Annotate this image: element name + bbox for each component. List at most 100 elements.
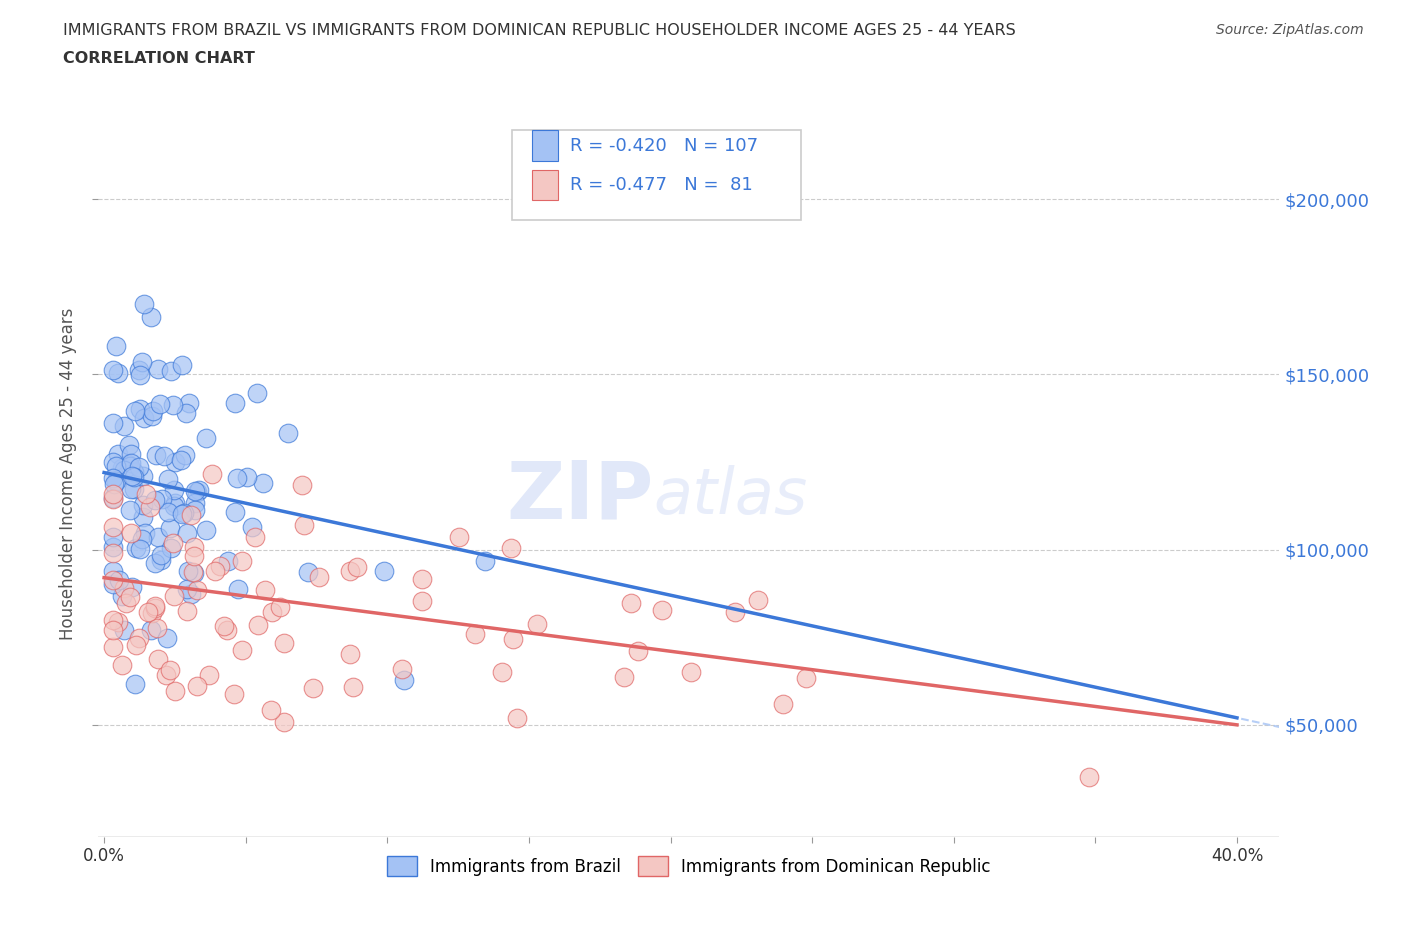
Point [201,466,224,481]
Point [111,589,134,604]
Point [103,455,125,470]
Point [156,505,179,520]
Point [501,540,523,555]
Point [101,486,124,501]
Point [104,458,127,473]
Point [183,565,205,580]
Point [170,453,193,468]
Point [107,446,129,461]
Point [308,570,330,585]
Point [184,495,207,510]
Point [627,644,650,658]
Point [112,462,135,477]
Point [153,449,176,464]
Point [180,508,202,523]
Text: atlas: atlas [654,465,808,527]
Point [176,581,198,596]
Point [411,593,433,608]
Point [159,521,181,536]
Point [240,519,263,534]
Point [254,582,277,597]
Point [112,622,135,637]
Point [155,668,177,683]
Point [156,472,179,487]
Point [174,447,197,462]
Point [122,482,145,497]
Point [215,623,238,638]
Point [226,581,249,596]
Point [149,552,172,567]
Point [139,310,162,325]
Point [297,565,319,579]
Point [101,639,124,654]
Point [125,540,148,555]
Point [101,529,124,544]
Point [342,679,364,694]
Point [245,529,267,544]
FancyBboxPatch shape [512,130,801,220]
Point [224,395,246,410]
Point [247,618,270,632]
Point [125,638,148,653]
Point [128,363,150,378]
Point [155,631,177,645]
Point [101,572,124,587]
Point [291,478,314,493]
Point [132,410,155,425]
Legend: Immigrants from Brazil, Immigrants from Dominican Republic: Immigrants from Brazil, Immigrants from … [381,849,997,884]
Point [101,623,124,638]
Point [101,492,124,507]
Point [186,583,208,598]
Point [177,564,200,578]
Point [101,577,124,591]
Point [124,404,146,418]
Point [135,487,157,502]
Point [747,592,769,607]
Point [105,339,128,353]
Point [120,590,142,604]
Point [163,589,186,604]
Point [134,297,156,312]
Point [262,604,284,619]
Point [120,456,142,471]
Point [122,464,145,479]
Point [231,554,253,569]
Point [129,401,152,416]
Point [111,461,134,476]
Point [176,525,198,540]
Point [143,601,166,616]
Point [159,662,181,677]
Point [146,529,169,544]
Point [101,362,124,377]
Point [464,627,486,642]
Point [103,613,125,628]
Point [145,620,167,635]
Point [339,564,361,578]
Point [160,364,183,379]
Point [121,580,143,595]
Y-axis label: Householder Income Ages 25 - 44 years: Householder Income Ages 25 - 44 years [59,308,77,641]
Point [162,498,184,513]
Point [184,503,207,518]
Point [252,475,274,490]
Point [117,457,139,472]
Point [129,368,152,383]
Point [149,397,172,412]
Point [145,447,167,462]
Point [681,664,703,679]
Point [346,560,368,575]
Point [141,605,163,620]
Point [651,603,673,618]
Point [101,520,124,535]
Point [101,491,124,506]
Point [392,672,415,687]
Point [107,614,129,629]
Point [183,539,205,554]
Point [132,469,155,484]
Point [222,686,245,701]
Point [143,492,166,507]
Point [186,678,208,693]
Point [177,395,200,410]
Point [160,540,183,555]
Point [273,636,295,651]
